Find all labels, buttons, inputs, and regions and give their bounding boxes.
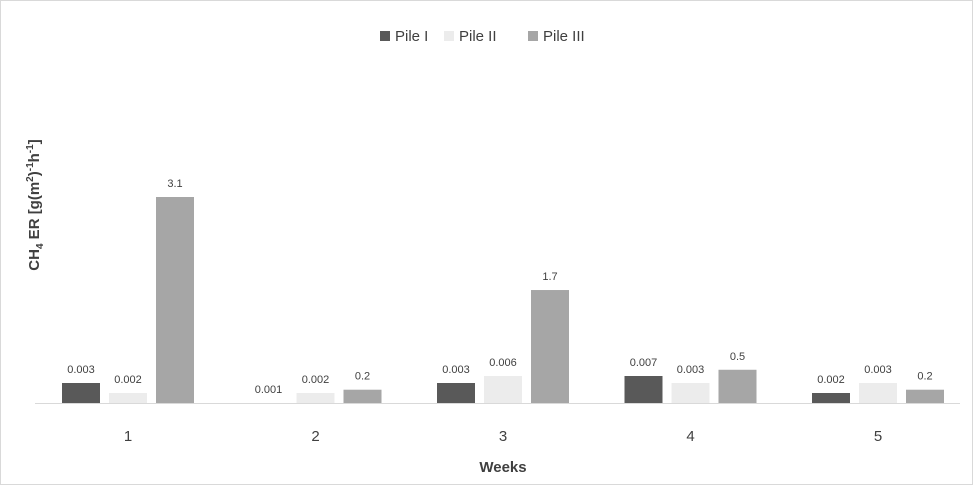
data-label-pile-ii-week-5: 0.003 — [864, 364, 892, 376]
x-tick-label-5: 5 — [874, 428, 882, 445]
legend-item-pile-i: Pile I — [380, 28, 428, 45]
data-label-pile-i-week-5: 0.002 — [817, 374, 845, 386]
legend-item-pile-ii: Pile II — [444, 28, 497, 45]
bar-pile-ii-week-3 — [484, 376, 522, 403]
bar-pile-ii-week-5 — [859, 383, 897, 403]
bar-pile-iii-week-1 — [156, 197, 194, 403]
x-tick-label-4: 4 — [686, 428, 694, 445]
bar-pile-iii-week-3 — [531, 290, 569, 403]
data-label-pile-iii-week-2: 0.2 — [355, 371, 370, 383]
x-tick-label-1: 1 — [124, 428, 132, 445]
bars-group — [62, 197, 944, 403]
data-label-pile-i-week-3: 0.003 — [442, 364, 470, 376]
legend-label: Pile II — [459, 28, 497, 45]
bar-pile-i-week-4 — [624, 376, 663, 403]
bar-pile-iii-week-2 — [343, 389, 382, 403]
legend-swatch — [528, 31, 538, 41]
data-label-pile-i-week-4: 0.007 — [630, 357, 658, 369]
data-label-pile-i-week-2: 0.001 — [255, 384, 283, 396]
bar-pile-i-week-5 — [812, 393, 850, 403]
bar-pile-iii-week-5 — [906, 389, 944, 403]
legend-label: Pile III — [543, 28, 585, 45]
data-label-pile-ii-week-1: 0.002 — [114, 374, 142, 386]
bar-pile-iii-week-4 — [718, 369, 757, 403]
legend-swatch — [380, 31, 390, 41]
x-tick-label-3: 3 — [499, 428, 507, 445]
data-label-pile-ii-week-3: 0.006 — [489, 357, 517, 369]
y-axis-title: CH4 ER [g(m2)-1h-1] — [25, 139, 46, 270]
legend-label: Pile I — [395, 28, 428, 45]
data-labels-group: 0.003 0.002 3.1 0.001 0.002 0.2 0.003 0.006 1.7 0… — [67, 178, 932, 396]
legend: Pile I Pile II Pile III — [380, 28, 585, 45]
bar-pile-ii-week-4 — [671, 383, 710, 403]
legend-item-pile-iii: Pile III — [528, 28, 585, 45]
bar-pile-i-week-1 — [62, 383, 100, 403]
legend-swatch — [444, 31, 454, 41]
data-label-pile-ii-week-2: 0.002 — [302, 374, 330, 386]
data-label-pile-i-week-1: 0.003 — [67, 364, 95, 376]
data-label-pile-ii-week-4: 0.003 — [677, 364, 705, 376]
bar-pile-ii-week-2 — [296, 393, 335, 403]
x-tick-label-2: 2 — [311, 428, 319, 445]
x-axis-title: Weeks — [479, 459, 526, 476]
data-label-pile-iii-week-5: 0.2 — [917, 371, 932, 383]
bar-pile-ii-week-1 — [109, 393, 147, 403]
data-label-pile-iii-week-4: 0.5 — [730, 351, 745, 363]
data-label-pile-iii-week-1: 3.1 — [167, 178, 182, 190]
x-tick-labels: 1 2 3 4 5 — [124, 428, 882, 445]
bar-pile-i-week-3 — [437, 383, 475, 403]
data-label-pile-iii-week-3: 1.7 — [542, 271, 557, 283]
